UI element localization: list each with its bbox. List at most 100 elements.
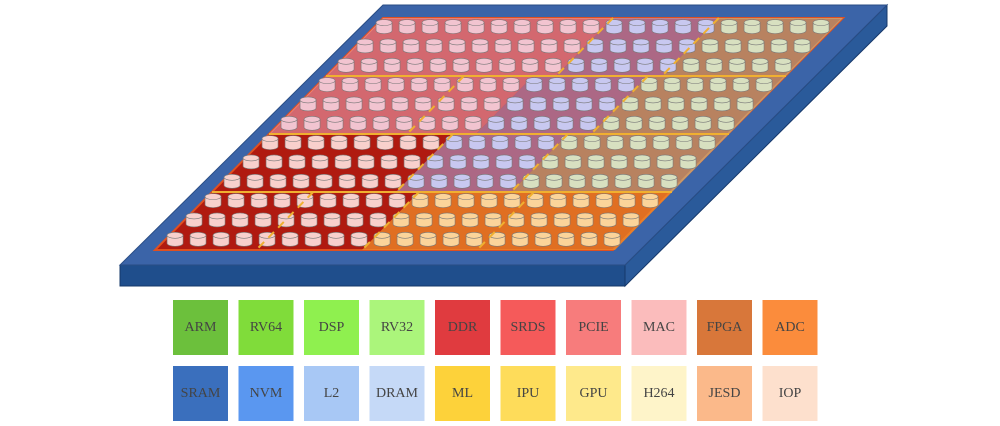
core-top [369,212,387,220]
core-top [398,19,416,26]
core [525,77,543,92]
core [549,193,567,208]
core-top [743,19,761,26]
core [303,116,321,131]
core [575,96,593,112]
legend-swatch [304,300,359,355]
core [441,116,459,131]
legend-label: NVM [250,386,283,401]
core-top [579,116,597,123]
core-top [292,174,310,181]
core-top [337,57,355,65]
core [471,38,489,54]
core [652,135,670,150]
core-top [674,19,692,26]
core [425,38,443,54]
core [599,212,617,228]
core [671,116,689,131]
core [637,174,655,189]
core [376,135,394,150]
core-top [383,57,401,65]
core [353,135,371,150]
legend-swatch [500,300,556,355]
core [326,116,344,131]
core [613,57,631,73]
legend-label: ML [452,386,473,401]
core-top [467,19,485,26]
core [521,57,539,73]
core-top [265,154,283,162]
core [568,174,586,189]
core-top [442,232,460,239]
core-top [499,174,517,181]
core [448,38,466,54]
legend-label: SRDS [510,320,545,335]
core-top [457,193,475,200]
legend-swatch [304,366,359,421]
core-top [368,96,386,104]
core-top [495,154,513,162]
core-top [513,19,531,26]
core-top [453,174,471,181]
core [449,154,467,170]
core-top [261,135,279,142]
core-top [694,116,712,123]
core-top [491,135,509,142]
core [728,57,746,73]
core-top [667,96,685,104]
core [235,232,253,247]
core [483,96,501,112]
core [307,135,325,150]
core [502,77,520,92]
core [595,193,613,208]
core [280,116,298,131]
core [717,116,735,131]
core-top [441,116,459,123]
core-top [503,193,521,200]
core-top [185,212,203,220]
core-top [530,212,548,220]
core [587,154,605,170]
core-top [342,193,360,200]
core-top [464,116,482,123]
core-top [448,38,466,46]
core [656,154,674,170]
core [457,193,475,208]
legend-swatch [697,300,752,355]
core [572,193,590,208]
core [322,96,340,112]
core-top [812,19,830,26]
core [557,232,575,247]
core-top [628,19,646,26]
core-top [375,19,393,26]
core-top [204,193,222,200]
legend-label: H264 [643,386,674,401]
core-top [671,116,689,123]
core [399,135,417,150]
core [651,19,669,34]
core [498,57,516,73]
core-top [717,116,735,123]
legend-swatch [435,300,490,355]
core-top [361,174,379,181]
core [533,116,551,131]
core [422,135,440,150]
core-top [345,96,363,104]
core-top [414,96,432,104]
core [530,212,548,228]
core-top [576,212,594,220]
core [674,19,692,34]
core-top [425,38,443,46]
core-top [422,135,440,142]
core [698,135,716,150]
core [254,212,272,228]
core-top [632,38,650,46]
core [766,19,784,34]
core-top [304,232,322,239]
core [513,19,531,34]
legend-swatch [697,366,752,421]
core-top [533,116,551,123]
core-top [549,193,567,200]
core [349,116,367,131]
core-top [449,154,467,162]
